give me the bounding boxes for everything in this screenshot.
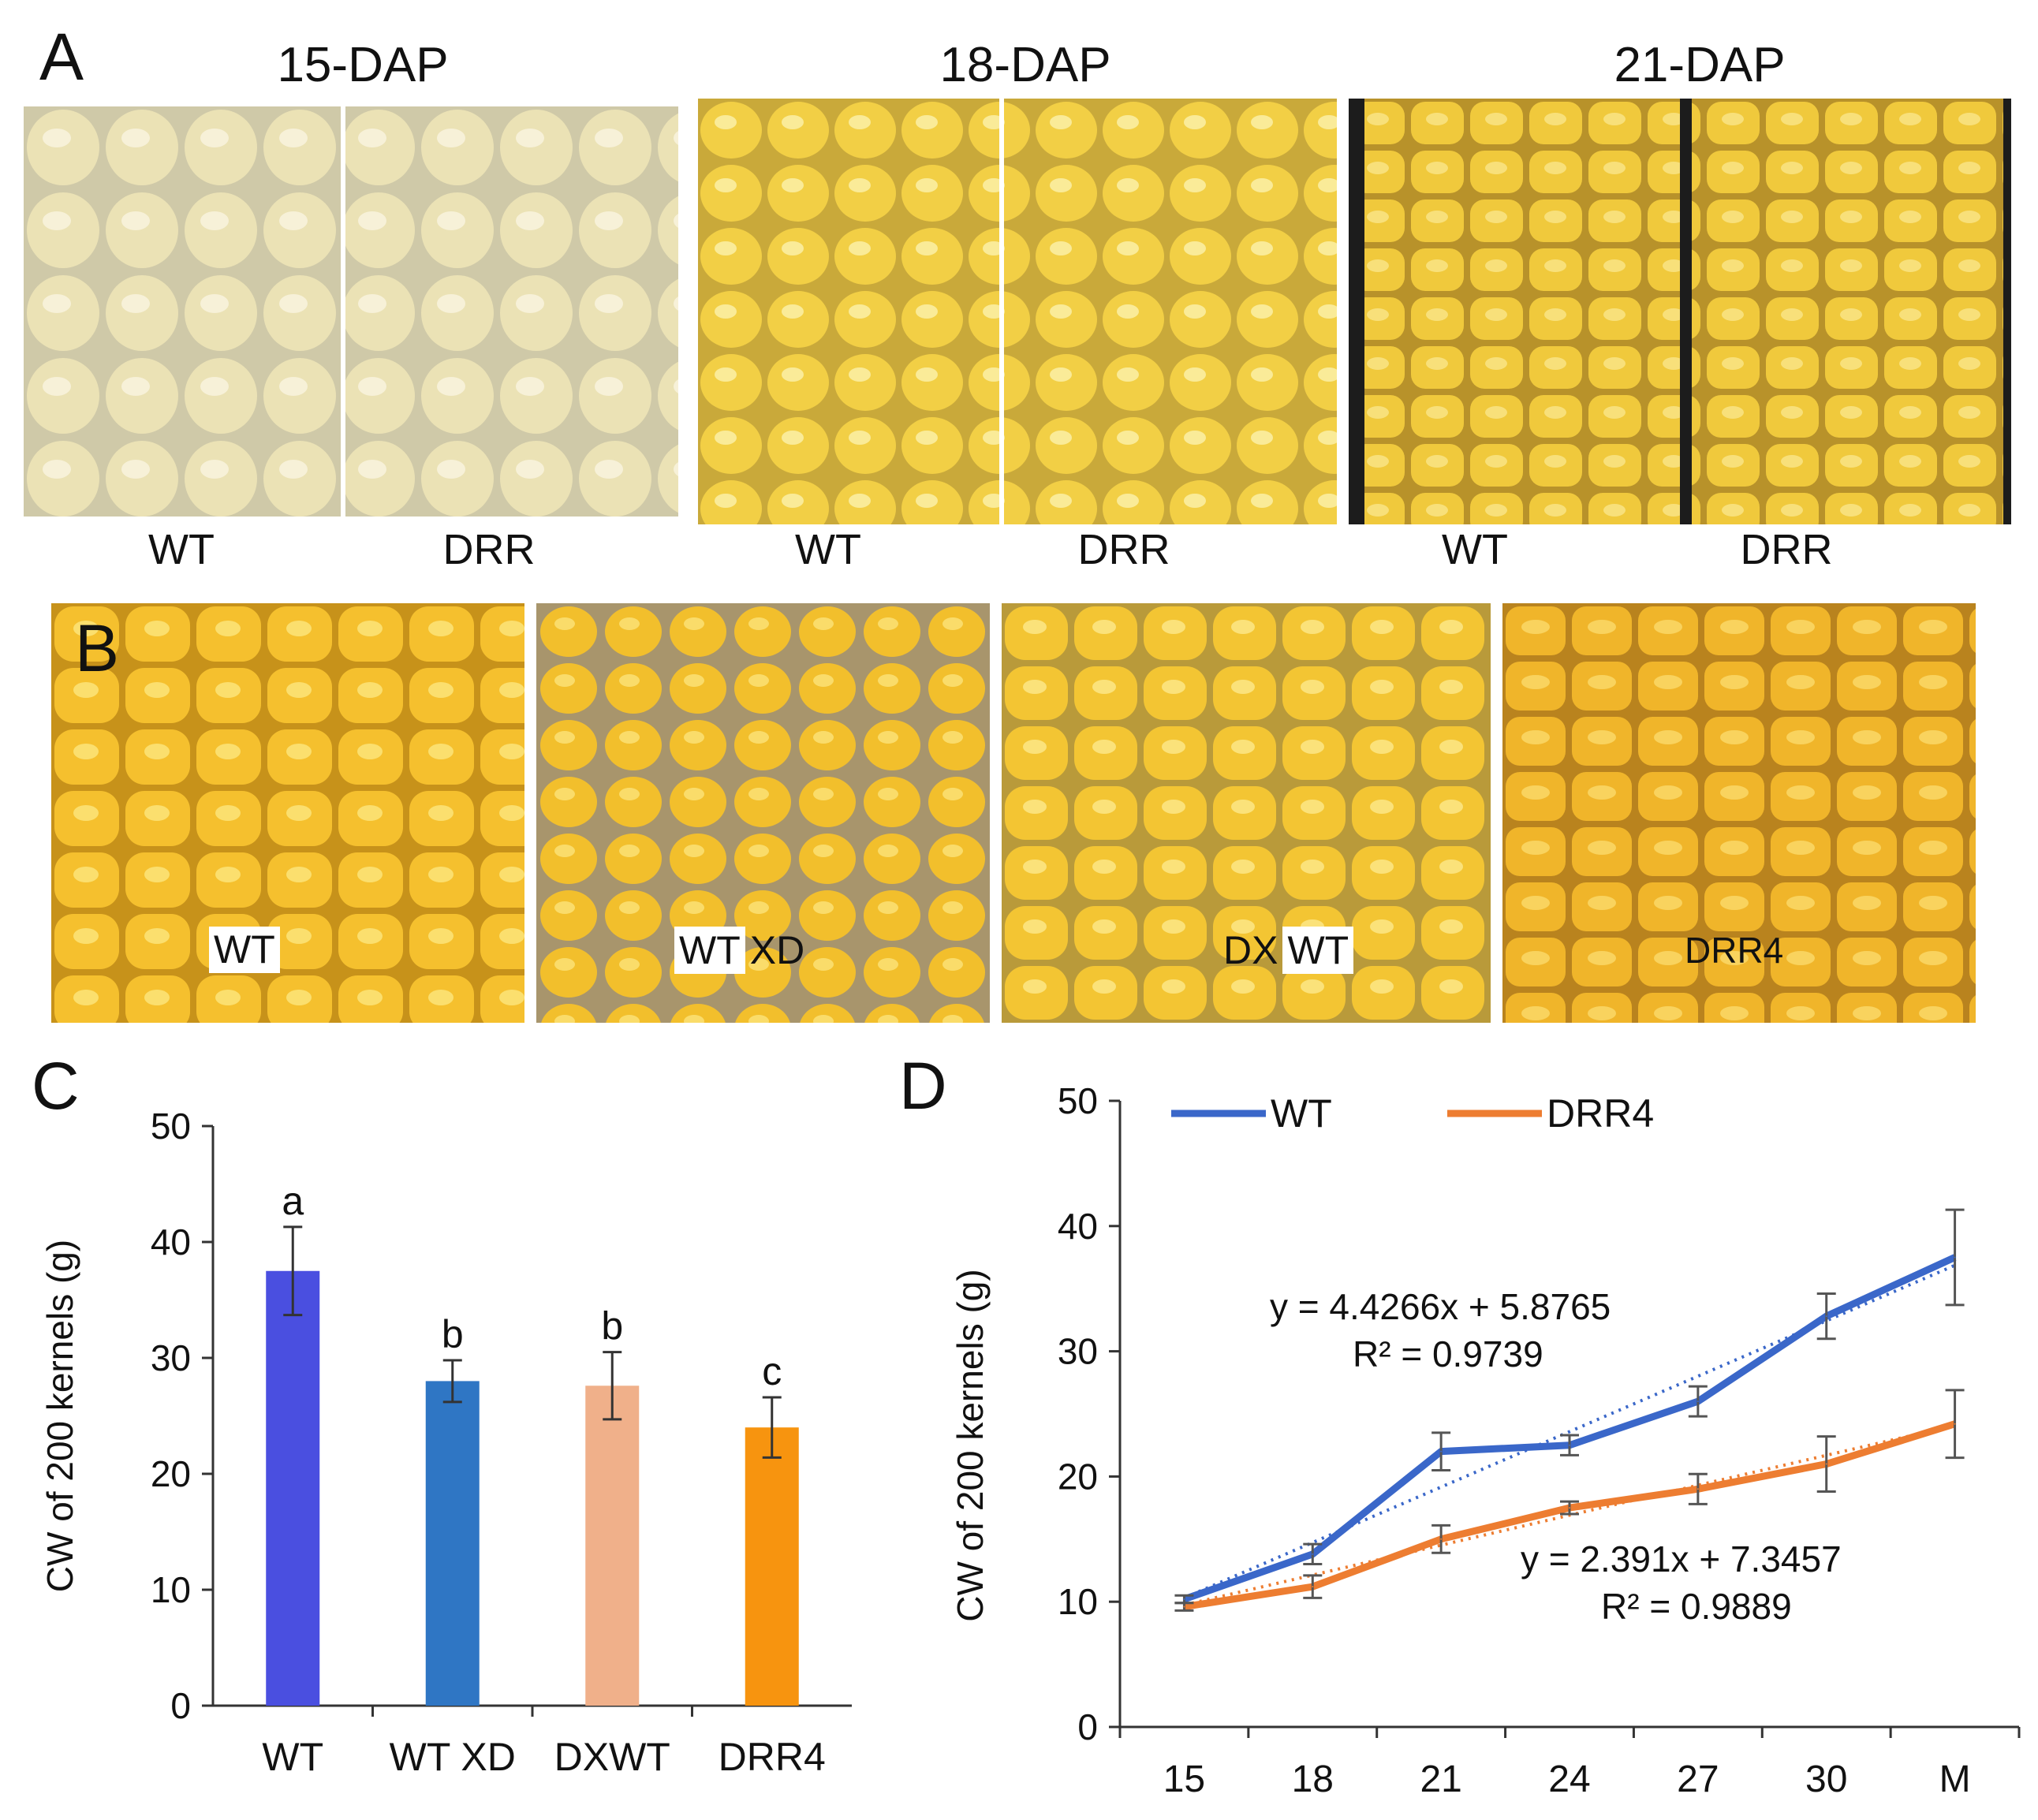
- bar-drr4: [745, 1427, 799, 1706]
- line-chart-d: 0 10 20 30 40 50 15 18 21 24 27 30 M CW of 200 kernel…: [950, 1080, 2021, 1800]
- label-b-dxwt-part1: DX: [1223, 928, 1278, 972]
- bar-wt: [266, 1270, 320, 1706]
- data-point-drr4: [1696, 1488, 1699, 1490]
- x-tick-label: WT XD: [390, 1735, 516, 1779]
- significance-letter: c: [762, 1349, 782, 1393]
- r2-wt: R² = 0.9739: [1353, 1333, 1543, 1374]
- data-point-drr4: [1312, 1586, 1314, 1588]
- y-tick-label: 10: [151, 1569, 191, 1610]
- data-point-wt: [1569, 1444, 1570, 1446]
- significance-letter: b: [442, 1312, 464, 1356]
- y-tick-label: 30: [151, 1337, 191, 1378]
- panel-d-letter: D: [899, 1049, 947, 1123]
- y-axis-label: CW of 200 kernels (g): [950, 1269, 991, 1621]
- data-point-wt: [1440, 1450, 1443, 1453]
- panel-a-letter: A: [39, 20, 84, 94]
- label-b-wt: WT: [209, 927, 280, 973]
- data-point-wt: [1183, 1598, 1185, 1601]
- photo-b-wt: [51, 603, 524, 1023]
- x-tick-label: DXWT: [554, 1735, 670, 1779]
- dap-title-15: 15-DAP: [277, 38, 449, 92]
- photo-15dap: [24, 106, 678, 517]
- bar-dxwt: [585, 1386, 640, 1706]
- label-21dap-wt: WT: [1442, 526, 1508, 573]
- x-tick-label: WT: [262, 1735, 323, 1779]
- data-point-wt: [1312, 1553, 1314, 1555]
- legend-label-wt: WT: [1271, 1091, 1332, 1136]
- y-tick-label: 0: [1077, 1706, 1098, 1747]
- x-tick-label: 30: [1805, 1758, 1847, 1800]
- label-b-dxwt-part2: WT: [1282, 927, 1354, 974]
- legend-label-drr4: DRR4: [1547, 1091, 1654, 1136]
- x-tick-label: 15: [1163, 1758, 1205, 1800]
- y-tick-label: 40: [1058, 1206, 1098, 1247]
- bar-wtxd: [425, 1381, 480, 1706]
- y-tick-label: 40: [151, 1221, 191, 1262]
- x-tick-label: 24: [1548, 1758, 1590, 1800]
- data-point-drr4: [1440, 1538, 1443, 1540]
- x-tick-label: DRR4: [719, 1735, 826, 1779]
- y-tick-label: 30: [1058, 1331, 1098, 1372]
- data-point-drr4: [1825, 1463, 1827, 1465]
- label-15dap-wt: WT: [148, 526, 215, 573]
- photo-b-wtxd: [536, 603, 990, 1023]
- label-b-wtxd: WT XD: [674, 927, 809, 974]
- x-tick-label: 27: [1677, 1758, 1719, 1800]
- dap-title-21: 21-DAP: [1614, 38, 1786, 92]
- panel-c-letter: C: [32, 1049, 80, 1123]
- r2-drr4: R² = 0.9889: [1601, 1586, 1792, 1627]
- y-axis-label: CW of 200 kernels (g): [39, 1240, 80, 1592]
- label-21dap-drr: DRR: [1740, 526, 1833, 573]
- bar-chart-c: 0 10 20 30 40 50 CW of 200 kernels (g) a WT b WT X…: [39, 1106, 852, 1779]
- y-tick-label: 20: [151, 1453, 191, 1494]
- data-point-wt: [1696, 1400, 1699, 1403]
- y-tick-label: 10: [1058, 1581, 1098, 1622]
- panel-b-letter: B: [75, 611, 120, 685]
- data-point-drr4: [1954, 1423, 1956, 1425]
- label-15dap-drr: DRR: [442, 526, 536, 573]
- label-b-wtxd-part2: XD: [749, 928, 805, 972]
- x-tick-label: 21: [1420, 1758, 1461, 1800]
- photo-18dap: [698, 99, 1337, 524]
- label-18dap-drr: DRR: [1077, 526, 1170, 573]
- label-b-wtxd-part1: WT: [674, 927, 745, 974]
- label-b-dxwt: DX WT: [1219, 927, 1354, 974]
- photo-21dap: [1349, 99, 2011, 524]
- data-point-wt: [1954, 1256, 1956, 1259]
- trendline-wt: [1183, 1263, 1956, 1600]
- x-tick-label: 18: [1292, 1758, 1334, 1800]
- label-b-drr4: DRR4: [1685, 930, 1784, 971]
- equation-drr4: y = 2.391x + 7.3457: [1521, 1538, 1842, 1579]
- dap-title-18: 18-DAP: [939, 38, 1111, 92]
- y-tick-label: 0: [170, 1685, 191, 1726]
- y-tick-label: 50: [1058, 1080, 1098, 1121]
- photo-b-drr4: [1502, 603, 1976, 1023]
- y-tick-label: 20: [1058, 1456, 1098, 1497]
- photo-b-dxwt: [1002, 603, 1491, 1023]
- significance-letter: b: [601, 1304, 623, 1348]
- data-point-wt: [1825, 1315, 1827, 1318]
- significance-letter: a: [282, 1179, 304, 1223]
- data-point-drr4: [1183, 1606, 1185, 1608]
- label-18dap-wt: WT: [795, 526, 861, 573]
- x-tick-label: M: [1939, 1758, 1971, 1800]
- equation-wt: y = 4.4266x + 5.8765: [1270, 1286, 1611, 1327]
- data-point-drr4: [1569, 1507, 1570, 1509]
- y-tick-label: 50: [151, 1106, 191, 1147]
